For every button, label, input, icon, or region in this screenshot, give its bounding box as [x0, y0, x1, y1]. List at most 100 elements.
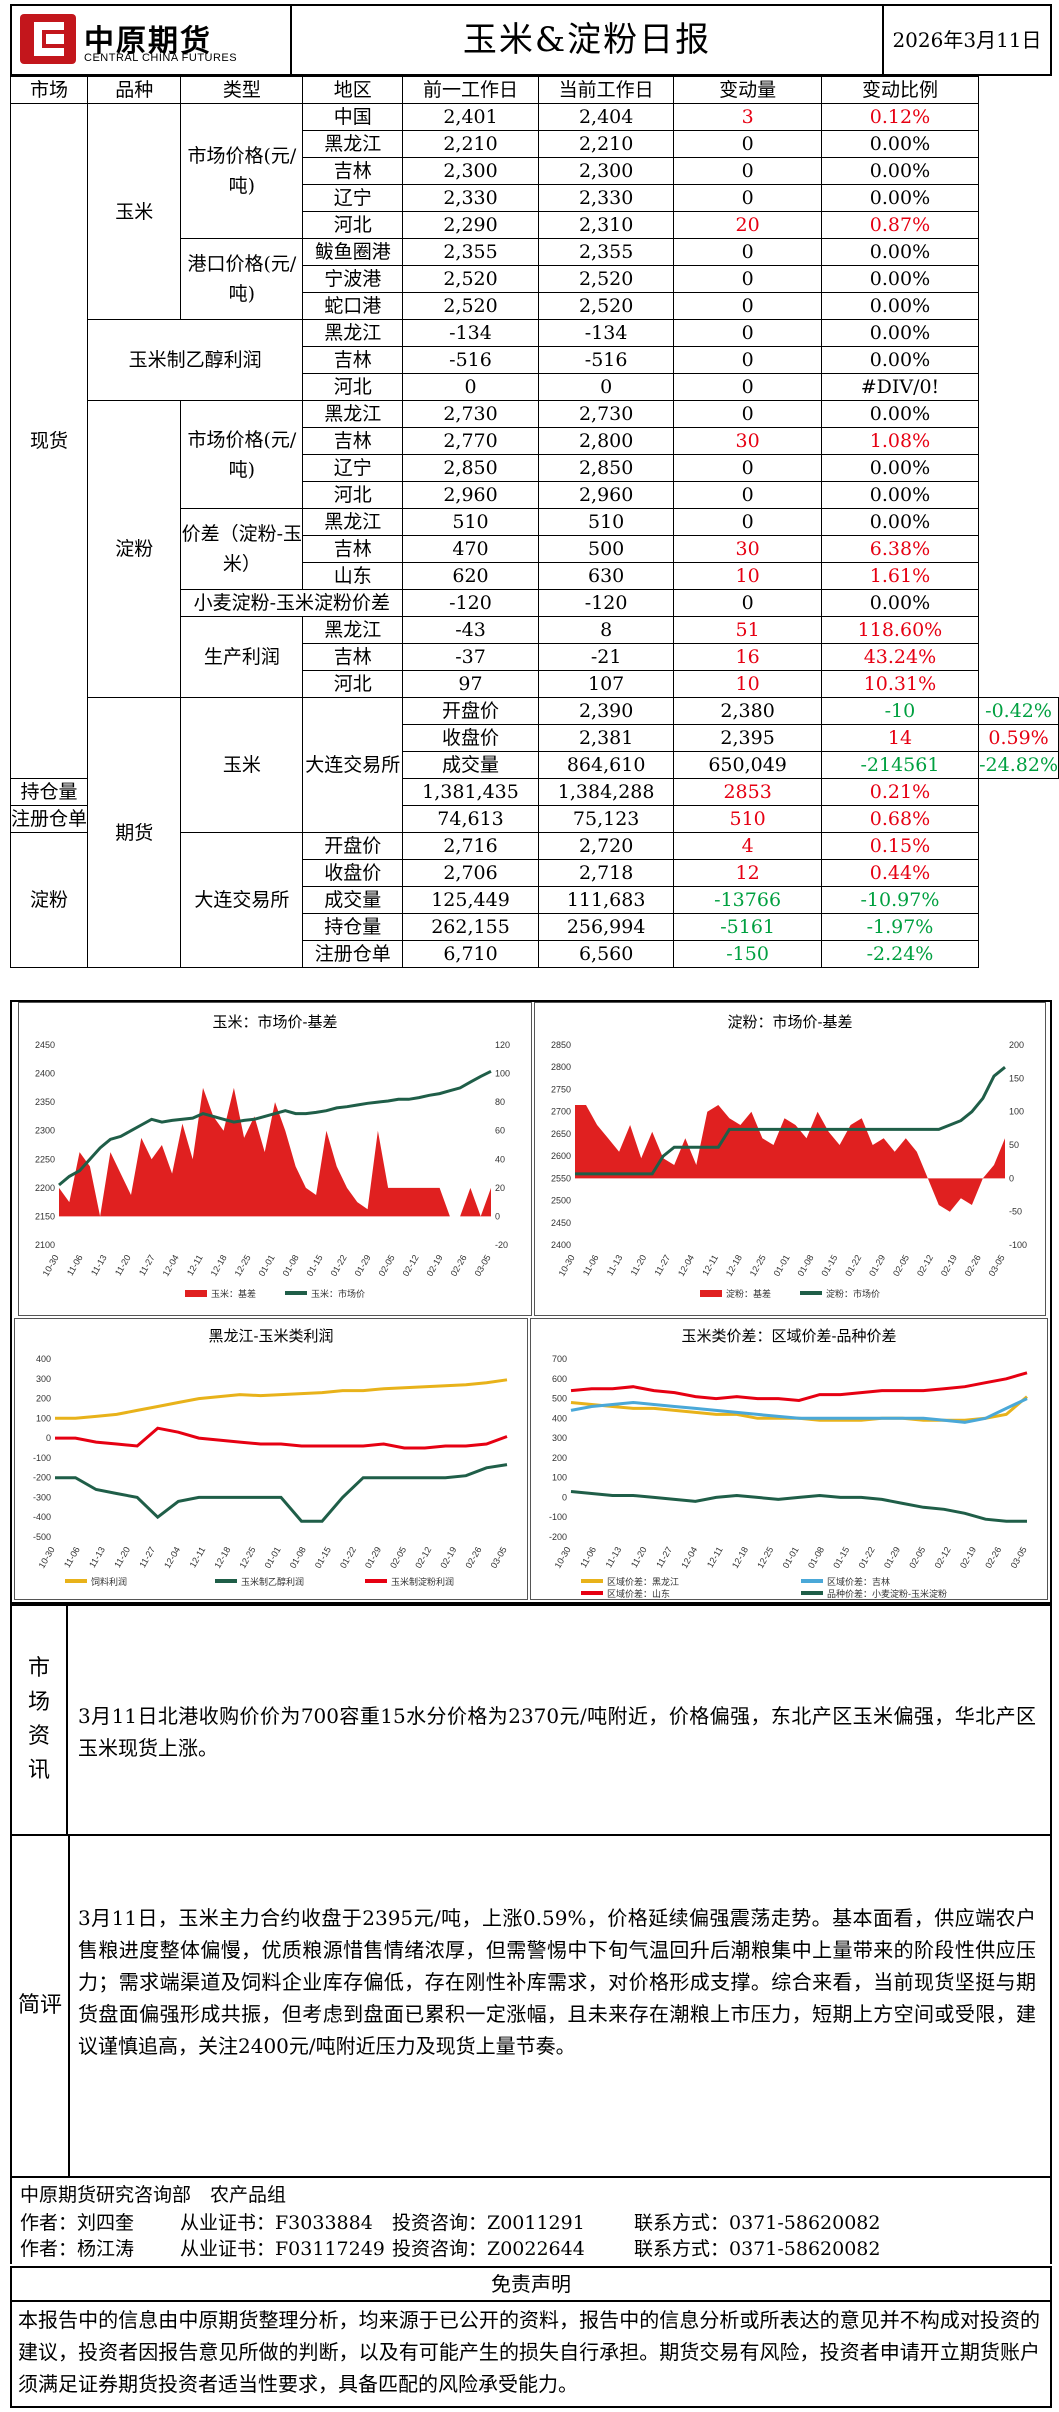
change-cell: 2853: [673, 778, 822, 806]
change-pct-cell: 0.00%: [820, 238, 980, 266]
region-cell: 吉林: [302, 346, 404, 374]
prev-value-cell: 2,330: [402, 184, 539, 212]
series-line: [570, 1490, 1027, 1523]
x-tick-label: 11-13: [604, 1545, 624, 1569]
x-tick-label: 10-30: [553, 1545, 573, 1570]
prev-value-cell: 2,520: [402, 265, 539, 293]
y-tick-label: 2600: [551, 1151, 571, 1161]
y-tick-label: 100: [552, 1473, 567, 1483]
x-tick-label: 12-25: [237, 1545, 257, 1570]
author-info: 中原期货研究咨询部 农产品组 作者：刘四奎 从业证书：F3033884 投资咨询…: [10, 2176, 1052, 2264]
prev-value-cell: 6,710: [402, 940, 539, 968]
current-value-cell: -134: [537, 319, 675, 347]
x-tick-label: 12-18: [730, 1545, 750, 1570]
region-cell: 黑龙江: [302, 616, 404, 644]
x-tick-label: 12-04: [162, 1545, 182, 1570]
x-tick-label: 12-25: [755, 1545, 775, 1570]
x-tick-label: 03-05: [489, 1545, 509, 1570]
charts-panel: 玉米：市场价-基差 2100 2150 2200 2250 2300 2350 2400 245…: [10, 1000, 1052, 1604]
prev-value-cell: -120: [402, 589, 539, 617]
header-cell: 变动量: [673, 76, 822, 104]
prev-value-cell: 125,449: [402, 886, 539, 914]
variety-starch-cell: 淀粉: [9, 832, 89, 968]
basis-area: [59, 1087, 491, 1217]
y-tick-label: 400: [36, 1354, 51, 1364]
type-cell: 大连交易所: [180, 832, 304, 968]
change-cell: -5161: [673, 913, 822, 941]
change-cell: 4: [673, 832, 822, 860]
x-tick-label: 02-19: [425, 1253, 445, 1278]
type-cell: 市场价格(元/吨): [180, 400, 304, 509]
change-cell: 10: [673, 670, 822, 698]
prev-value-cell: 2,850: [402, 454, 539, 482]
prev-value-cell: 2,716: [402, 832, 539, 860]
prev-value-cell: 510: [402, 508, 539, 536]
x-tick-label: 11-27: [654, 1545, 674, 1569]
x-tick-label: 01-15: [819, 1253, 839, 1278]
x-tick-label: 01-08: [281, 1253, 301, 1278]
region-cell: 成交量: [302, 886, 404, 914]
change-cell: 30: [673, 535, 822, 563]
y-tick-label: 2250: [35, 1154, 55, 1164]
change-cell: -10: [820, 697, 980, 725]
region-cell: 辽宁: [302, 184, 404, 212]
header-cell: 类型: [180, 76, 304, 104]
prev-value-cell: 0: [402, 373, 539, 401]
market-info-section: 市场资讯 3月11日北港收购价价为700容重15水分价格为2370元/吨附近，价…: [10, 1604, 1052, 1836]
current-value-cell: 2,355: [537, 238, 675, 266]
market-info-text: 3月11日北港收购价价为700容重15水分价格为2370元/吨附近，价格偏强，东…: [78, 1704, 1036, 1760]
y-tick-label: 700: [552, 1354, 567, 1364]
market-spot-cell: 现货: [9, 103, 89, 779]
x-tick-label: 01-15: [305, 1253, 325, 1278]
legend-label: 区域价差：山东: [607, 1588, 670, 1599]
type-cell: 市场价格(元/吨): [180, 103, 304, 239]
price-line: [58, 1069, 492, 1187]
comment-section: 简评 3月11日，玉米主力合约收盘于2395元/吨，上涨0.59%，价格延续偏强…: [10, 1834, 1052, 2178]
logo-chinese-name: 中原期货: [84, 24, 212, 59]
x-tick-label: 01-08: [288, 1545, 308, 1570]
change-cell: 0: [673, 265, 822, 293]
x-tick-label: 03-05: [1009, 1545, 1029, 1570]
header-cell: 前一工作日: [402, 76, 539, 104]
prev-value-cell: -37: [402, 643, 539, 671]
y-tick-label: 2200: [35, 1183, 55, 1193]
current-value-cell: 2,800: [537, 427, 675, 455]
x-tick-label: 11-20: [629, 1545, 649, 1569]
table-row: 淀粉 大连交易所 开盘价 2,716 2,720 4 0.15%: [9, 832, 1059, 968]
x-tick-label: 02-19: [939, 1253, 959, 1278]
table-row: 持仓量 262,155 256,994 -5161 -1.97%: [11, 913, 1059, 941]
x-tick-label: 10-30: [557, 1253, 577, 1278]
region-cell: 收盘价: [302, 859, 404, 887]
author-2-cert: 从业证书：F03117249: [180, 2238, 385, 2260]
prev-value-cell: 74,613: [402, 805, 539, 833]
y-tick-label: 2500: [551, 1196, 571, 1206]
current-value-cell: 2,520: [537, 265, 675, 293]
x-tick-label: 01-22: [857, 1545, 877, 1570]
change-pct-cell: 0.21%: [820, 778, 980, 806]
change-pct-cell: 10.31%: [820, 670, 980, 698]
y-tick-label: 2800: [551, 1062, 571, 1072]
x-tick-label: 02-26: [463, 1545, 483, 1570]
current-value-cell: 2,330: [537, 184, 675, 212]
change-cell: 0: [673, 481, 822, 509]
comment-text: 3月11日，玉米主力合约收盘于2395元/吨，上涨0.59%，价格延续偏强震荡走…: [78, 1906, 1036, 2058]
x-tick-label: 01-29: [353, 1253, 373, 1278]
change-cell: 12: [673, 859, 822, 887]
x-tick-label: 11-13: [89, 1253, 109, 1277]
prev-value-cell: 2,290: [402, 211, 539, 239]
table-row: 宁波港 2,520 2,520 0 0.00%: [11, 265, 1059, 293]
type-cell: 大连交易所: [302, 697, 404, 833]
prev-value-cell: 2,381: [537, 724, 675, 752]
x-tick-label: 02-26: [983, 1545, 1003, 1570]
x-tick-label: 01-22: [843, 1253, 863, 1278]
y-tick-label: 2700: [551, 1107, 571, 1117]
legend-swatch: [581, 1591, 603, 1595]
y-tick-label: 2550: [551, 1173, 571, 1183]
x-tick-label: 02-12: [933, 1545, 953, 1570]
table-row: 吉林 470 500 30 6.38%: [11, 535, 1059, 563]
y-tick-label: 2400: [551, 1240, 571, 1250]
change-cell: 0: [673, 346, 822, 374]
change-cell: 510: [673, 805, 822, 833]
region-cell: 持仓量: [9, 778, 89, 806]
prev-value-cell: 1,381,435: [402, 778, 539, 806]
